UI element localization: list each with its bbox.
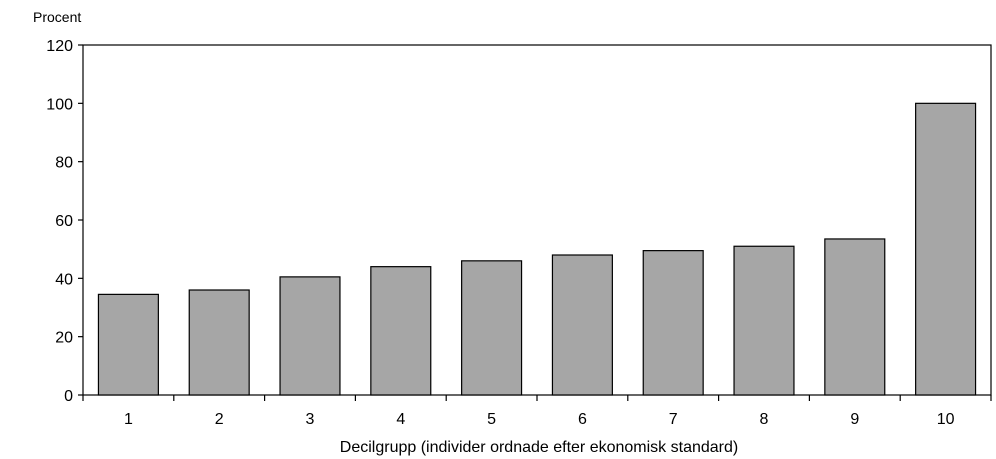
y-tick-label: 120 [46, 38, 73, 55]
bar [461, 260, 523, 396]
x-tick-label: 8 [760, 411, 769, 428]
plot-area: 0 20 40 60 80 100 120 1 2 3 4 5 6 7 8 9 10 [46, 38, 992, 428]
x-tick-label: 5 [487, 411, 496, 428]
y-axis-label: Procent [33, 9, 81, 25]
bar [370, 266, 432, 396]
y-tick-label: 0 [64, 388, 73, 405]
x-tick-label: 7 [669, 411, 678, 428]
x-tick-label: 2 [215, 411, 224, 428]
y-tick-label: 80 [55, 155, 73, 172]
y-tick-label: 20 [55, 330, 73, 347]
y-tick-label: 100 [46, 96, 73, 113]
bar [733, 245, 795, 396]
bar [642, 250, 704, 396]
bar [551, 254, 613, 396]
x-tick-label: 6 [578, 411, 587, 428]
x-tick-label: 9 [850, 411, 859, 428]
bar [279, 276, 341, 396]
x-tick-label: 1 [124, 411, 133, 428]
bar [188, 289, 250, 396]
bar [97, 293, 159, 396]
x-tick-label: 10 [937, 411, 955, 428]
y-tick-label: 40 [55, 271, 73, 288]
bar [824, 238, 886, 396]
x-axis-label: Decilgrupp (individer ordnade efter ekon… [340, 439, 738, 456]
x-tick-label: 4 [396, 411, 405, 428]
bar [915, 102, 977, 396]
y-tick-label: 60 [55, 213, 73, 230]
x-tick-label: 3 [306, 411, 315, 428]
